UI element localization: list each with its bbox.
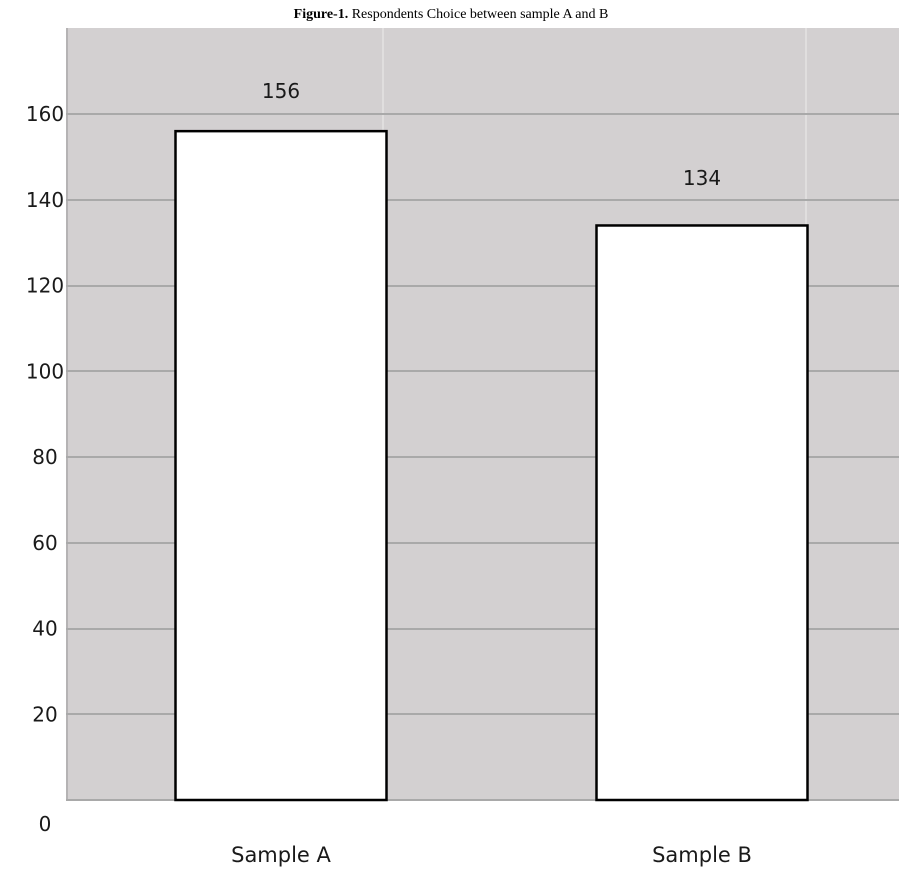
x-tick-label-sample-a: Sample A xyxy=(231,843,331,867)
data-label-sample-a: 156 xyxy=(262,79,300,103)
labels: 156 134 0 20 40 60 80 100 120 140 160 Sample A Sampl… xyxy=(26,79,752,867)
caption-prefix: Figure-1. xyxy=(294,7,349,22)
y-tick-label-40: 40 xyxy=(32,617,57,641)
y-tick-label-0: 0 xyxy=(39,812,52,836)
bar-sample-b xyxy=(595,224,809,802)
y-tick-label-100: 100 xyxy=(26,359,64,383)
caption-text: Respondents Choice between sample A and … xyxy=(348,7,608,22)
y-tick-label-160: 160 xyxy=(26,102,64,126)
figure-caption: Figure-1. Respondents Choice between sam… xyxy=(294,7,609,22)
bar-sample-a xyxy=(174,129,388,802)
y-tick-label-60: 60 xyxy=(32,531,57,555)
y-tick-label-80: 80 xyxy=(32,445,57,469)
y-tick-label-20: 20 xyxy=(32,702,57,726)
data-label-sample-b: 134 xyxy=(683,166,721,190)
bars xyxy=(174,129,809,802)
y-tick-label-140: 140 xyxy=(26,188,64,212)
x-tick-label-sample-b: Sample B xyxy=(652,843,752,867)
y-tick-label-120: 120 xyxy=(26,274,64,298)
